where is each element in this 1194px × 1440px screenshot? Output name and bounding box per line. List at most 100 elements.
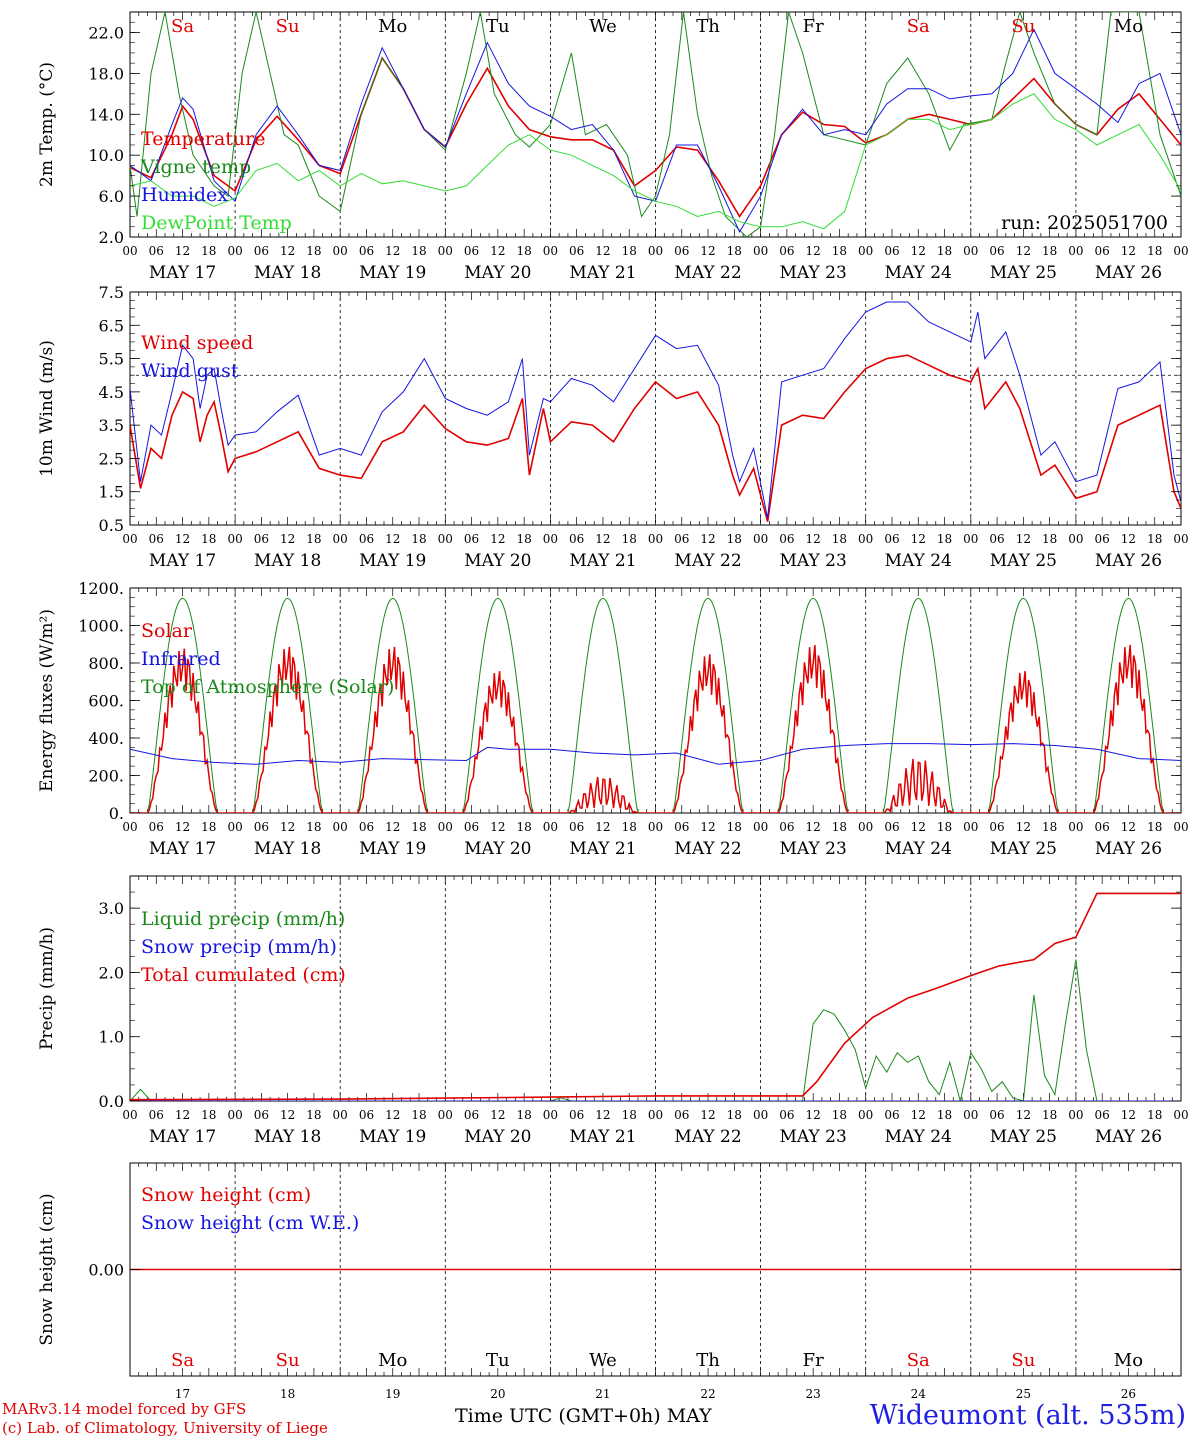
y-tick-label: 14.0	[88, 105, 124, 124]
hour-tick-label: 18	[306, 244, 321, 258]
y-tick-label: 22.0	[88, 23, 124, 42]
hour-tick-label: 00	[227, 820, 242, 834]
day-abbr-bottom: Su	[276, 1350, 300, 1371]
hour-tick-label: 12	[911, 244, 926, 258]
date-label: MAY 17	[149, 551, 216, 571]
legend-entry: Infrared	[141, 648, 221, 670]
y-tick-label: 10.0	[88, 146, 124, 165]
hour-tick-label: 00	[122, 244, 137, 258]
y-tick-label: 1.0	[99, 1028, 124, 1047]
panel-frame	[129, 11, 1182, 238]
series-top-of-atmosphere-solar	[130, 597, 1181, 813]
model-credit: MARv3.14 model forced by GFS	[2, 1400, 247, 1418]
hour-tick-label: 18	[1147, 532, 1162, 546]
date-label: MAY 17	[149, 839, 216, 859]
hour-tick-label: 00	[858, 820, 873, 834]
date-label: MAY 23	[780, 551, 847, 571]
day-abbr-bottom: Fr	[803, 1350, 824, 1371]
date-label: MAY 19	[359, 839, 426, 859]
y-tick-label: 0.0	[99, 1092, 124, 1111]
hour-tick-label: 00	[122, 820, 137, 834]
hour-tick-label: 18	[937, 1108, 952, 1122]
day-number: 19	[385, 1387, 400, 1401]
date-label: MAY 24	[885, 1127, 952, 1147]
hour-tick-label: 06	[464, 1108, 479, 1122]
hour-tick-label: 06	[1095, 1108, 1110, 1122]
series-wind-gust	[130, 301, 1181, 519]
legend-entry: Snow height (cm W.E.)	[141, 1212, 359, 1234]
day-abbr-bottom: Th	[696, 1350, 720, 1371]
date-label: MAY 18	[254, 839, 321, 859]
date-label: MAY 20	[464, 839, 531, 859]
day-abbr-bottom: Mo	[378, 1350, 407, 1371]
series-infrared	[130, 743, 1181, 765]
hour-tick-label: 12	[911, 820, 926, 834]
hour-tick-label: 18	[622, 532, 637, 546]
hour-tick-label: 06	[464, 820, 479, 834]
date-label: MAY 25	[990, 263, 1057, 283]
hour-tick-label: 00	[333, 820, 348, 834]
legend-entry: Wind speed	[141, 332, 253, 354]
hour-tick-label: 12	[806, 1108, 821, 1122]
hour-tick-label: 12	[490, 532, 505, 546]
hour-tick-label: 18	[832, 820, 847, 834]
day-number: 18	[280, 1387, 295, 1401]
hour-tick-label: 18	[1147, 244, 1162, 258]
y-tick-label: 2.0	[99, 228, 124, 247]
hour-tick-label: 00	[227, 244, 242, 258]
day-abbr-top: Mo	[378, 16, 407, 37]
hour-tick-label: 12	[385, 532, 400, 546]
hour-tick-label: 18	[937, 532, 952, 546]
legend-entry: Top of Atmosphere (Solar)	[141, 676, 394, 698]
hour-tick-label: 00	[1068, 820, 1083, 834]
y-tick-label: 0.5	[99, 516, 124, 535]
hour-tick-label: 12	[490, 244, 505, 258]
hour-tick-label: 00	[438, 244, 453, 258]
panel-2	[129, 291, 1182, 526]
date-label: MAY 18	[254, 1127, 321, 1147]
date-label: MAY 26	[1095, 551, 1162, 571]
hour-tick-label: 12	[1016, 1108, 1031, 1122]
date-label: MAY 22	[674, 263, 741, 283]
hour-tick-label: 18	[1147, 1108, 1162, 1122]
date-label: MAY 25	[990, 1127, 1057, 1147]
series-vigne-temp	[130, 12, 1181, 237]
hour-tick-label: 18	[1042, 1108, 1057, 1122]
hour-tick-label: 00	[753, 532, 768, 546]
hour-tick-label: 06	[569, 244, 584, 258]
panel-1	[129, 11, 1182, 238]
hour-tick-label: 00	[543, 532, 558, 546]
day-number: 26	[1121, 1387, 1136, 1401]
y-tick-label: 200.	[88, 767, 124, 786]
hour-tick-label: 00	[963, 244, 978, 258]
hour-tick-label: 12	[280, 820, 295, 834]
hour-tick-label: 06	[149, 532, 164, 546]
day-abbr-top: Sa	[907, 16, 930, 37]
hour-tick-label: 12	[1121, 244, 1136, 258]
hour-tick-label: 12	[595, 1108, 610, 1122]
hour-tick-label: 06	[1095, 820, 1110, 834]
lab-credit: (c) Lab. of Climatology, University of L…	[2, 1419, 328, 1437]
y-tick-label: 1.5	[99, 483, 124, 502]
hour-tick-label: 18	[306, 532, 321, 546]
hour-tick-label: 12	[595, 532, 610, 546]
hour-tick-label: 06	[884, 244, 899, 258]
hour-tick-label: 18	[306, 820, 321, 834]
hour-tick-label: 00	[438, 1108, 453, 1122]
hour-tick-label: 06	[989, 820, 1004, 834]
legend-entry: Snow height (cm)	[141, 1184, 311, 1206]
y-tick-label: 800.	[88, 654, 124, 673]
day-number: 24	[911, 1387, 927, 1401]
hour-tick-label: 12	[385, 820, 400, 834]
date-label: MAY 23	[780, 1127, 847, 1147]
hour-tick-label: 18	[622, 820, 637, 834]
hour-tick-label: 12	[490, 1108, 505, 1122]
hour-tick-label: 18	[1042, 244, 1057, 258]
hour-tick-label: 12	[175, 1108, 190, 1122]
date-label: MAY 20	[464, 551, 531, 571]
day-abbr-top: Th	[696, 16, 720, 37]
y-tick-label: 3.0	[99, 899, 124, 918]
hour-tick-label: 12	[806, 532, 821, 546]
hour-tick-label: 12	[385, 1108, 400, 1122]
